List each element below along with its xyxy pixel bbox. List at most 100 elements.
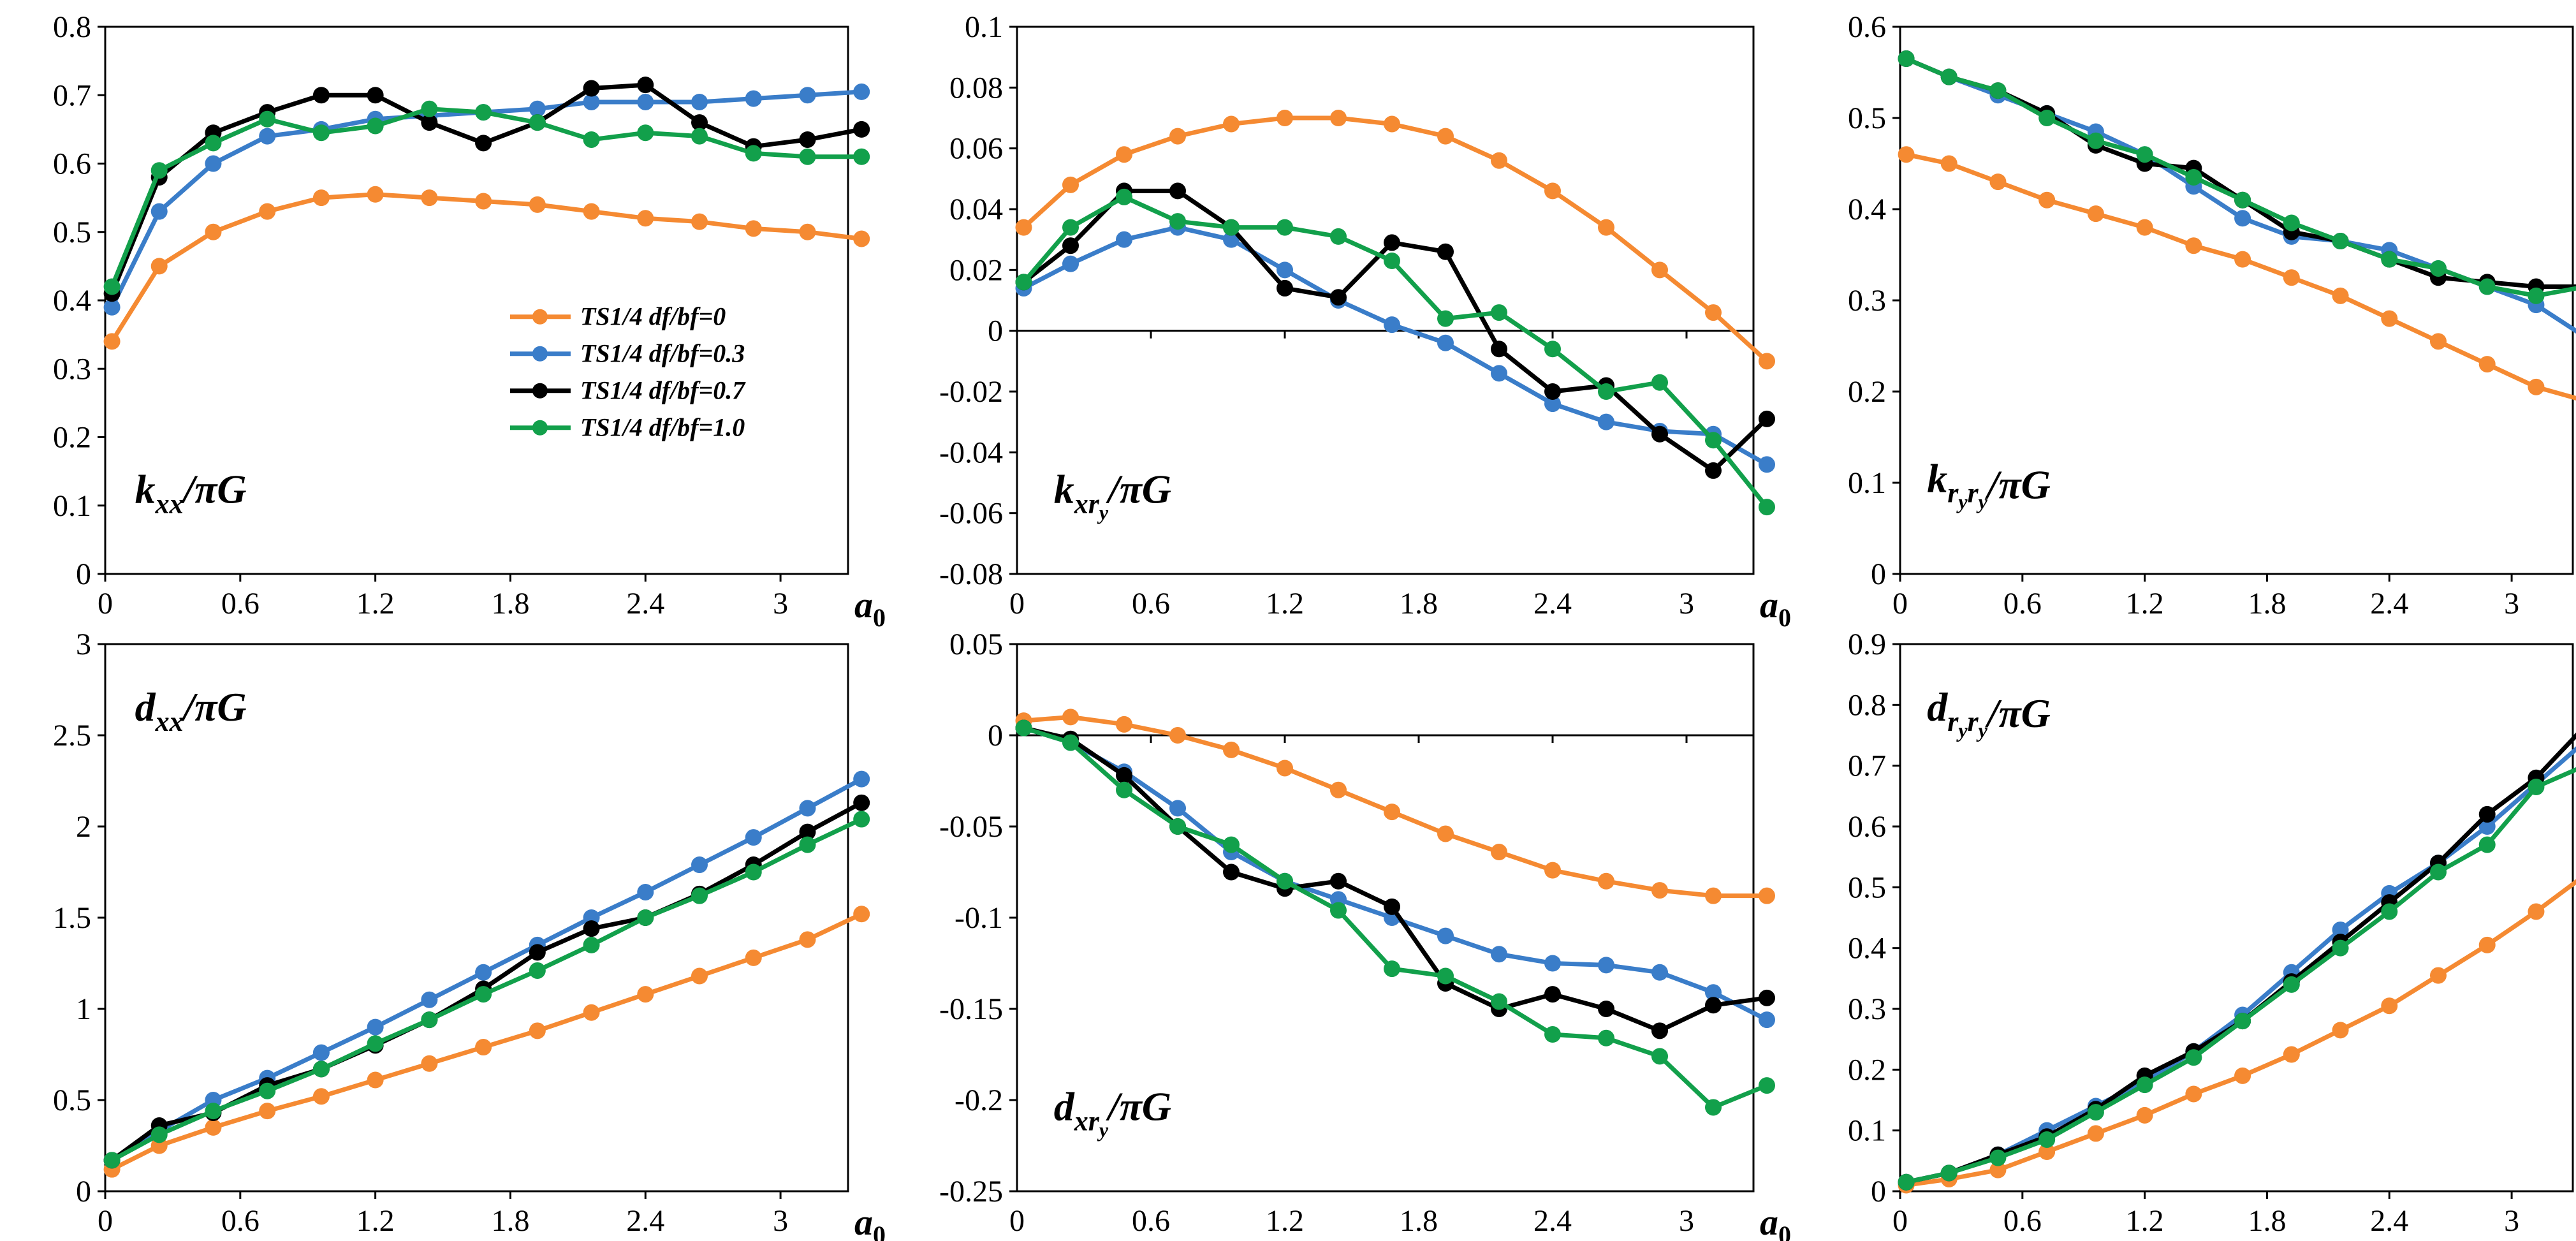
- data-point: [205, 223, 222, 240]
- data-point: [2478, 936, 2496, 953]
- data-point: [2087, 1104, 2104, 1121]
- data-point: [2381, 251, 2398, 268]
- data-point: [2528, 779, 2545, 796]
- y-tick-label: 0.04: [949, 193, 1003, 226]
- data-point: [205, 135, 222, 152]
- x-tick-label: 3: [2504, 1204, 2519, 1238]
- data-point: [1015, 274, 1032, 291]
- y-tick-label: 0.1: [1848, 1114, 1886, 1148]
- data-point: [1330, 228, 1347, 245]
- y-tick-label: 0: [76, 1175, 91, 1208]
- data-point: [2038, 110, 2056, 126]
- legend: TS1/4 df/bf=0 TS1/4 df/bf=0.3 TS1/4 df/bf=…: [509, 302, 746, 442]
- data-point: [1384, 898, 1400, 915]
- y-tick-label: 0.08: [949, 71, 1003, 105]
- y-tick-label: 0.06: [949, 132, 1003, 166]
- y-tick-label: 0.9: [1848, 628, 1886, 661]
- y-tick-label: 0.7: [1848, 749, 1886, 783]
- data-point: [103, 1152, 121, 1169]
- data-point: [853, 906, 870, 923]
- data-point: [1544, 955, 1561, 972]
- data-point: [2478, 356, 2496, 373]
- data-point: [2185, 168, 2202, 186]
- data-point: [529, 100, 546, 117]
- x-tick-label: 2.4: [626, 587, 664, 620]
- x-tick-label: 3: [773, 1204, 788, 1238]
- data-point: [1759, 353, 1775, 370]
- data-point: [1169, 128, 1186, 145]
- data-point: [367, 186, 384, 203]
- data-point: [1223, 219, 1240, 236]
- y-tick-label: -0.05: [939, 810, 1003, 844]
- x-tick-label: 0: [1892, 587, 1908, 620]
- data-point: [2332, 939, 2349, 957]
- x-tick-label: 1.2: [2126, 587, 2164, 620]
- data-point: [367, 1035, 384, 1052]
- data-point: [1223, 836, 1240, 853]
- x-tick-label: 0.6: [221, 1204, 260, 1238]
- y-tick-label: 0.6: [1848, 810, 1886, 844]
- series-line: [1023, 726, 1767, 1033]
- data-point: [1759, 1077, 1775, 1094]
- data-point: [2528, 378, 2545, 395]
- x-axis-label: a0: [1760, 584, 1791, 632]
- data-point: [1940, 155, 1958, 172]
- data-point: [312, 1044, 330, 1061]
- data-point: [1491, 341, 1507, 358]
- data-point: [367, 1018, 384, 1036]
- data-point: [2087, 1125, 2104, 1142]
- data-point: [2332, 233, 2349, 250]
- data-point: [475, 1039, 492, 1056]
- data-point: [1598, 957, 1614, 974]
- y-tick-label: 0.02: [949, 253, 1003, 287]
- data-point: [1544, 395, 1561, 413]
- x-tick-label: 1.8: [2248, 587, 2286, 620]
- data-point: [529, 196, 546, 213]
- data-point: [1491, 946, 1507, 963]
- y-tick-label: 2.5: [53, 719, 91, 753]
- y-tick-label: 0.3: [1848, 992, 1886, 1026]
- data-point: [1705, 304, 1722, 321]
- y-tick-label: 0.1: [965, 10, 1003, 44]
- data-point: [853, 148, 870, 165]
- data-point: [583, 93, 600, 110]
- data-point: [2283, 1046, 2300, 1063]
- data-point: [367, 87, 384, 104]
- y-tick-label: 0.4: [1848, 932, 1886, 966]
- data-point: [1015, 719, 1032, 737]
- x-tick-label: 1.2: [2126, 1204, 2164, 1238]
- data-point: [1116, 781, 1132, 798]
- data-point: [1651, 425, 1668, 443]
- data-point: [2283, 269, 2300, 286]
- data-point: [205, 155, 222, 172]
- data-point: [1898, 1173, 1915, 1191]
- panel-label: kxx/πG: [135, 466, 247, 519]
- x-axis-label: a0: [854, 1201, 886, 1241]
- x-tick-label: 1.2: [356, 1204, 395, 1238]
- panel-kxry: -0.08 -0.06 -0.04 -0.02 0 0.02 0.04 0.06 0.08 0.1…: [939, 10, 1791, 632]
- x-tick-label: 0: [1009, 587, 1025, 620]
- data-point: [1384, 234, 1400, 251]
- data-point: [421, 1055, 438, 1072]
- data-point: [799, 87, 816, 104]
- y-tick-label: 0: [988, 719, 1003, 753]
- data-point: [529, 962, 546, 979]
- data-point: [853, 230, 870, 247]
- data-point: [2038, 191, 2056, 209]
- y-tick-label: 0.3: [1848, 284, 1886, 318]
- data-point: [1598, 1001, 1614, 1017]
- data-point: [1989, 173, 2007, 191]
- data-point: [150, 203, 168, 220]
- data-point: [745, 863, 762, 881]
- x-tick-label: 1.8: [491, 1204, 529, 1238]
- series-line: [1905, 746, 2576, 1185]
- y-tick-label: -0.08: [939, 557, 1003, 591]
- data-point: [1491, 365, 1507, 382]
- panel-label: dryry/πG: [1927, 684, 2051, 742]
- data-point: [2136, 1076, 2153, 1094]
- data-point: [799, 223, 816, 240]
- y-tick-label: 0.1: [1848, 466, 1886, 500]
- x-tick-label: 2.4: [626, 1204, 664, 1238]
- data-point: [1277, 261, 1293, 279]
- y-tick-label: 0: [1871, 557, 1886, 591]
